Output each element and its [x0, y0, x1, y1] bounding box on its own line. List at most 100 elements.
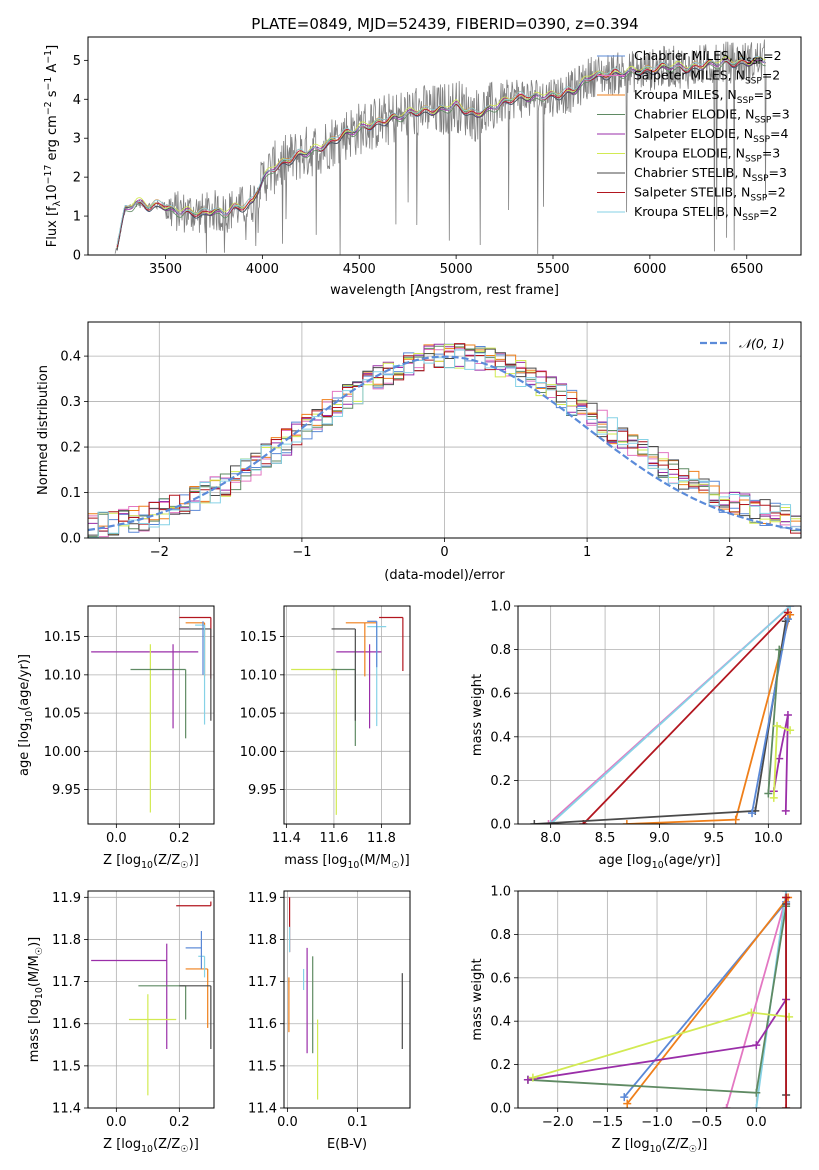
label-part: Z [log	[103, 1137, 141, 1152]
y-tick-label: 3	[73, 132, 81, 147]
label-part: )]	[189, 1137, 199, 1152]
weight-series-line	[772, 714, 789, 811]
y-axis-label: mass weight	[470, 958, 485, 1040]
y-tick-label: 10.10	[240, 668, 277, 683]
x-tick-label: 11.4	[272, 831, 301, 846]
y-tick-label: 0.0	[60, 532, 81, 547]
histogram-series	[88, 349, 801, 538]
y-tick-label: 0.3	[60, 395, 81, 410]
y-tick-label: 0.2	[490, 1058, 511, 1073]
weight-point-marker	[544, 820, 553, 824]
weight-point-marker	[530, 820, 539, 824]
y-tick-label: 0.4	[490, 1015, 511, 1030]
axes-frame	[283, 605, 411, 825]
label-part: SSP	[745, 155, 762, 165]
y-tick-label: 5	[73, 54, 81, 69]
label-part: 10	[34, 987, 45, 999]
residual-histogram-panel: −2 −1 0 1 2 0.0 0.1 0.2 0.3 0.4 𝒩(0, 1) (data-model…	[36, 321, 802, 583]
weight-point-marker	[528, 1073, 537, 1082]
label-part: =2	[762, 68, 780, 83]
y-tick-label: 0.1	[60, 486, 81, 501]
y-axis-label: Normed distribution	[36, 365, 51, 495]
y-tick-label: 11.6	[248, 1017, 277, 1032]
y-tick-label: 0.4	[60, 350, 81, 365]
axes-frame	[87, 36, 802, 256]
label-part: =2	[763, 48, 781, 63]
label-part: Kroupa MILES, N	[634, 87, 737, 102]
label-part: ☉	[689, 1144, 697, 1155]
label-part: (M/M	[27, 955, 42, 987]
weight-series-line	[626, 614, 791, 824]
x-tick-label: 6000	[633, 262, 666, 277]
y-tick-label: 0.8	[490, 928, 511, 943]
weight-series-line	[751, 618, 789, 814]
errorbar-plot-area	[291, 616, 404, 815]
model-spectrum-line	[116, 56, 766, 249]
label-part: 10	[650, 1144, 662, 1155]
legend-entry: Kroupa STELIB, NSSP=2	[634, 204, 778, 223]
label-part: 10	[141, 1144, 153, 1155]
y-axis-label: mass weight	[470, 674, 485, 756]
x-axis-label: E(B-V)	[327, 1137, 367, 1152]
label-part: SSP	[754, 116, 771, 126]
label-part: SSP	[737, 96, 754, 106]
x-tick-label: −2.0	[542, 1115, 574, 1130]
y-tick-label: 0.4	[490, 730, 511, 745]
weight-point-marker	[773, 721, 782, 730]
weight-point-marker	[752, 1104, 761, 1108]
label-part: age [log	[599, 853, 652, 868]
weight-point-marker	[775, 645, 784, 654]
label-part: ☉	[180, 1144, 188, 1155]
y-tick-label: 10.05	[44, 707, 81, 722]
label-part: −1	[43, 50, 54, 64]
legend-entry: Chabrier MILES, NSSP=2	[634, 48, 782, 67]
y-tick-label: 11.5	[52, 1059, 81, 1074]
label-part: ]	[45, 45, 60, 50]
label-part: Z [log	[612, 1137, 650, 1152]
weight-point-marker	[623, 1099, 632, 1108]
label-part: =3	[762, 146, 780, 161]
label-part: SSP	[753, 135, 770, 145]
label-part: Chabrier STELIB, N	[634, 165, 752, 180]
x-tick-label: 9.5	[704, 831, 725, 846]
x-axis-label: mass [log10(M/M☉)]	[284, 853, 410, 871]
weight-point-marker	[752, 1088, 761, 1097]
label-part: ☉	[180, 860, 188, 871]
label-part: 10	[652, 860, 664, 871]
x-tick-label: −1.5	[592, 1115, 624, 1130]
y-tick-label: 11.9	[248, 891, 277, 906]
weight-point-marker	[523, 1075, 532, 1084]
y-tick-label: 10.15	[240, 630, 277, 645]
weight-point-marker	[546, 820, 555, 824]
y-tick-label: 11.4	[248, 1102, 277, 1117]
legend-entry: Kroupa MILES, NSSP=3	[634, 87, 772, 106]
observed-spectrum-line	[114, 39, 767, 255]
label-part: ☉	[391, 860, 399, 871]
label-part: Kroupa ELODIE, N	[634, 146, 745, 161]
axes-frame	[87, 890, 215, 1109]
y-tick-label: 10.05	[240, 707, 277, 722]
x-tick-label: 0.0	[106, 831, 127, 846]
weight-point-marker	[764, 789, 773, 798]
label-part: mass [log	[284, 853, 347, 868]
line-plot-area	[530, 606, 795, 824]
y-tick-label: 1.0	[490, 600, 511, 615]
weight-series-line	[725, 897, 787, 1108]
y-tick-label: 0.6	[490, 687, 511, 702]
label-part: ☉	[34, 947, 45, 955]
label-part: −1	[43, 77, 54, 91]
weight-point-marker	[783, 615, 792, 624]
label-part: (age/yr)]	[17, 654, 32, 711]
label-part: )]	[400, 853, 410, 868]
weight-vs-age-panel: 8.0 8.5 9.0 9.5 10.0 0.0 0.2 0.4 0.6 0.8 1.0 age [l…	[470, 600, 802, 871]
weight-point-marker	[786, 726, 795, 735]
y-tick-label: 0.2	[60, 441, 81, 456]
weight-point-marker	[786, 610, 795, 619]
y-tick-label: 0.0	[490, 1102, 511, 1117]
weight-point-marker	[781, 806, 790, 815]
label-part: 10	[141, 860, 153, 871]
legend-entry: Chabrier STELIB, NSSP=3	[634, 165, 787, 184]
label-part: SSP	[742, 213, 759, 223]
weight-point-marker	[769, 793, 778, 802]
